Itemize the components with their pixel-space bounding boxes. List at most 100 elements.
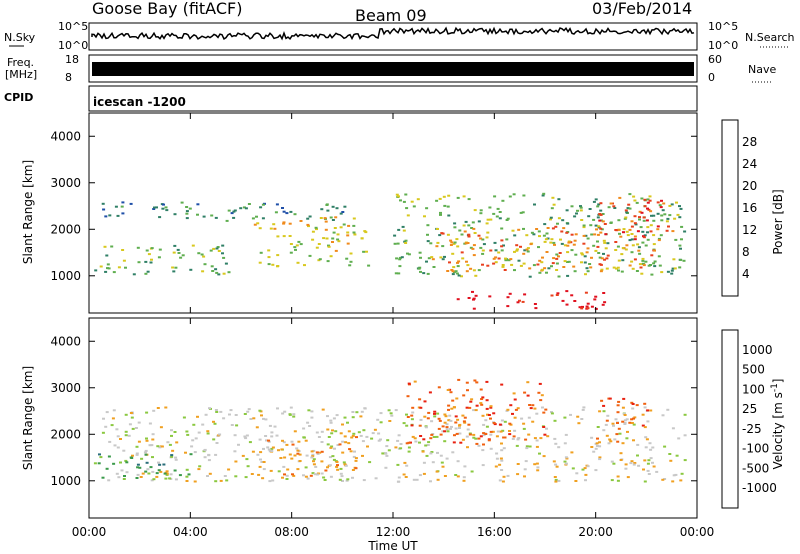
data-cell-1-0: [535, 462, 539, 465]
data-cell-0-3: [402, 229, 406, 232]
data-cell-0-5: [606, 254, 610, 257]
data-cell-1-0: [119, 461, 122, 464]
data-cell-0-5: [517, 228, 521, 231]
data-cell-1-0: [481, 464, 485, 467]
data-cell-1-0: [621, 406, 625, 409]
data-cell-1-0: [262, 447, 265, 450]
data-cell-1-0: [435, 435, 439, 438]
data-cell-0-6: [642, 216, 646, 219]
data-cell-0-3: [597, 252, 601, 254]
data-cell-0-0: [274, 211, 278, 214]
data-cell-0-2: [336, 238, 340, 241]
data-cell-0-5: [617, 259, 621, 262]
data-cell-1-0: [268, 480, 272, 483]
data-cell-0-3: [618, 232, 621, 235]
data-cell-1-0: [410, 418, 414, 421]
data-cell-0-5: [552, 257, 556, 260]
data-cell-1-0: [618, 432, 622, 435]
data-cell-0-0: [308, 215, 312, 218]
data-cell-1-3: [462, 420, 466, 423]
data-cell-0-4: [594, 307, 598, 310]
data-cell-0-3: [586, 237, 590, 240]
data-cell-1-2: [267, 440, 271, 443]
data-cell-1-4: [643, 426, 647, 429]
data-cell-0-5: [435, 245, 439, 248]
data-cell-1-0: [441, 465, 445, 468]
data-cell-0-5: [472, 244, 476, 247]
data-cell-0-3: [630, 251, 634, 254]
data-cell-0-6: [662, 202, 666, 205]
data-cell-1-0: [502, 447, 506, 450]
data-cell-0-4: [506, 305, 510, 308]
data-cell-1-0: [598, 445, 602, 448]
data-cell-0-6: [618, 196, 622, 199]
data-cell-0-3: [670, 272, 674, 275]
nsky-label: N.Sky: [4, 31, 36, 44]
data-cell-1-0: [165, 473, 169, 476]
date-title: 03/Feb/2014: [592, 0, 692, 18]
data-cell-1-3: [439, 433, 443, 436]
data-cell-0-6: [630, 220, 634, 223]
data-cell-1-3: [543, 433, 547, 436]
data-cell-1-3: [537, 391, 541, 394]
data-cell-0-4: [581, 305, 584, 308]
data-cell-1-0: [201, 423, 205, 426]
data-cell-0-5: [519, 245, 522, 248]
data-cell-1-0: [621, 442, 625, 445]
data-cell-1-3: [479, 435, 483, 438]
data-cell-1-0: [158, 446, 162, 449]
data-cell-1-0: [429, 452, 433, 455]
data-cell-1-0: [403, 461, 407, 464]
data-cell-0-3: [397, 272, 401, 275]
data-cell-1-0: [192, 423, 196, 426]
data-cell-1-0: [340, 475, 344, 478]
data-cell-1-0: [636, 454, 639, 457]
data-cell-1-2: [336, 468, 340, 471]
data-cell-1-0: [590, 446, 594, 448]
data-cell-0-3: [626, 234, 630, 237]
data-cell-1-0: [219, 410, 223, 413]
data-cell-1-0: [424, 426, 428, 429]
data-cell-0-3: [429, 242, 433, 245]
data-cell-0-3: [590, 233, 594, 236]
data-cell-1-0: [331, 455, 335, 458]
data-cell-0-5: [558, 252, 562, 254]
data-cell-1-0: [596, 426, 600, 428]
data-cell-1-3: [451, 399, 455, 402]
data-cell-1-0: [359, 415, 363, 418]
data-cell-1-0: [343, 435, 347, 438]
data-cell-1-3: [406, 395, 410, 398]
data-cell-0-3: [404, 242, 408, 244]
data-cell-0-1: [173, 244, 177, 247]
data-cell-1-0: [285, 474, 289, 477]
data-cell-1-2: [329, 446, 333, 449]
data-cell-0-2: [315, 246, 319, 249]
data-cell-1-0: [206, 432, 210, 435]
data-cell-1-0: [494, 465, 498, 468]
data-cell-1-0: [355, 411, 359, 414]
data-cell-0-3: [419, 270, 422, 273]
freq-units-label: [MHz]: [5, 68, 37, 81]
data-cell-0-3: [631, 244, 635, 247]
data-cell-1-0: [191, 439, 195, 442]
data-cell-1-0: [489, 447, 493, 450]
data-cell-1-0: [341, 440, 345, 443]
data-cell-1-3: [528, 404, 532, 406]
data-cell-0-3: [404, 193, 408, 196]
data-cell-0-2: [322, 237, 326, 240]
data-cell-1-0: [311, 472, 315, 475]
data-cell-1-0: [630, 460, 634, 463]
data-cell-1-0: [385, 445, 389, 448]
data-cell-0-4: [533, 303, 537, 305]
data-cell-0-3: [496, 207, 500, 210]
data-cell-1-2: [298, 460, 302, 462]
data-cell-0-5: [594, 249, 598, 252]
data-cell-1-0: [156, 407, 160, 409]
data-cell-0-5: [522, 252, 526, 255]
data-cell-0-3: [678, 266, 682, 269]
data-cell-0-1: [112, 271, 116, 274]
data-cell-0-3: [641, 241, 645, 244]
data-cell-0-3: [596, 205, 600, 208]
data-cell-0-2: [289, 251, 293, 254]
data-cell-0-3: [458, 229, 462, 232]
